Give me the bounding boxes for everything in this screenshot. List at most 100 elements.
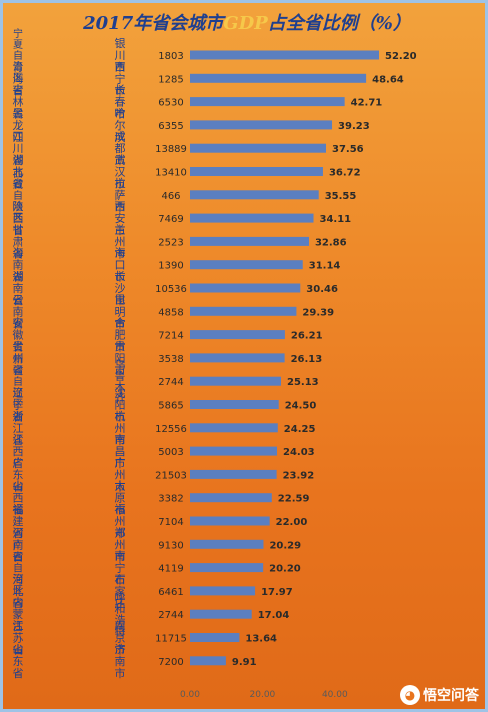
bar xyxy=(190,306,297,316)
gdp-label: 13410 xyxy=(155,168,187,179)
data-label: 48.64 xyxy=(372,74,404,85)
province-label: 辽宁省 xyxy=(13,387,24,424)
city-label: 沈阳市 xyxy=(115,386,126,424)
gdp-label: 1285 xyxy=(158,74,183,85)
city-label: 哈尔滨 xyxy=(115,107,126,144)
gdp-label: 9130 xyxy=(158,540,183,551)
province-label: 广西自治区 xyxy=(13,541,23,597)
gdp-label: 13889 xyxy=(155,144,187,155)
chart-title: 2017年省会城市GDP占全省比例（%） xyxy=(3,9,488,35)
gdp-label: 7104 xyxy=(158,517,183,528)
city-label: 呼和浩特 xyxy=(115,592,126,638)
gdp-label: 4858 xyxy=(158,307,183,318)
city-label: 合肥市 xyxy=(115,316,126,354)
province-label: 宁夏自治区 xyxy=(13,27,23,84)
data-label: 20.20 xyxy=(269,564,301,575)
gdp-label: 466 xyxy=(161,191,180,202)
bar xyxy=(190,609,252,619)
bar xyxy=(190,190,319,200)
bar xyxy=(190,143,326,153)
data-label: 42.71 xyxy=(351,98,383,109)
city-label: 石家庄 xyxy=(115,573,126,610)
x-tick-label: 20.00 xyxy=(250,690,276,700)
city-label: 昆明市 xyxy=(115,293,126,330)
city-label: 西宁市 xyxy=(115,60,126,97)
province-label: 青海省 xyxy=(13,60,24,97)
bar xyxy=(190,97,345,107)
title-gdp: GDP xyxy=(223,13,268,34)
data-label: 25.13 xyxy=(287,377,319,388)
bar xyxy=(190,516,270,526)
data-label: 17.97 xyxy=(261,587,293,598)
city-label: 西安市 xyxy=(115,200,126,237)
city-label: 南京市 xyxy=(115,620,126,657)
data-label: 17.04 xyxy=(258,610,290,621)
gdp-label: 3538 xyxy=(158,354,183,365)
data-label: 26.13 xyxy=(291,354,323,365)
city-label: 济南市 xyxy=(115,642,126,680)
city-label: 武汉市 xyxy=(115,154,126,191)
province-label: 江苏省 xyxy=(13,620,24,657)
city-label: 福州市 xyxy=(115,502,126,540)
bar xyxy=(190,493,272,503)
province-label: 陕西省 xyxy=(13,199,24,237)
gdp-label: 7214 xyxy=(158,331,183,342)
gdp-label: 10536 xyxy=(155,284,187,295)
province-label: 云南省 xyxy=(13,293,24,330)
city-label: 海口市 xyxy=(115,246,126,284)
city-label: 银川市 xyxy=(115,36,126,74)
data-label: 35.55 xyxy=(325,191,357,202)
data-label: 26.21 xyxy=(291,331,323,342)
province-label: 黑龙江 xyxy=(13,107,24,144)
bar xyxy=(190,469,277,479)
data-label: 23.92 xyxy=(283,470,315,481)
city-label: 太原市 xyxy=(115,480,126,517)
bar xyxy=(190,330,285,340)
watermark: ◕ 悟空问答 xyxy=(400,685,479,705)
city-label: 贵阳市 xyxy=(115,340,126,377)
data-label: 29.39 xyxy=(302,307,334,318)
gdp-label: 7200 xyxy=(158,657,183,668)
gdp-label: 3382 xyxy=(158,494,183,505)
bar xyxy=(190,260,303,270)
data-label: 9.91 xyxy=(232,657,257,668)
gdp-label: 7469 xyxy=(158,214,183,225)
data-label: 34.11 xyxy=(320,214,352,225)
province-label: 甘肃省 xyxy=(13,223,24,260)
data-label: 22.00 xyxy=(276,517,308,528)
province-label: 湖北省 xyxy=(13,154,24,191)
data-label: 32.86 xyxy=(315,237,347,248)
gdp-label: 2744 xyxy=(158,610,183,621)
data-label: 36.72 xyxy=(329,168,361,179)
gdp-label: 6461 xyxy=(158,587,183,598)
city-label: 南昌市 xyxy=(115,433,126,470)
city-label: 长春市 xyxy=(115,84,126,121)
data-label: 24.25 xyxy=(284,424,316,435)
bar xyxy=(190,563,264,573)
city-label: 拉萨市 xyxy=(115,176,126,214)
bar xyxy=(190,586,256,596)
gdp-label: 2523 xyxy=(158,237,183,248)
bar xyxy=(190,213,314,223)
city-label: 兰州市 xyxy=(115,223,126,260)
province-label: 河南省 xyxy=(13,526,24,563)
gdp-label: 1390 xyxy=(158,261,183,272)
x-tick-label: 40.00 xyxy=(322,690,348,700)
city-label: 郑州市 xyxy=(115,525,126,563)
bar xyxy=(190,73,367,83)
bar xyxy=(190,120,333,130)
bar xyxy=(190,656,226,666)
province-label: 广东省 xyxy=(13,456,24,493)
city-label: 乌鲁木齐 xyxy=(115,358,126,405)
watermark-text: 悟空问答 xyxy=(423,688,479,704)
bar xyxy=(190,353,285,363)
chat-bubble-icon: ◕ xyxy=(400,685,420,705)
bar xyxy=(190,283,301,293)
bar xyxy=(190,423,278,433)
data-label: 52.20 xyxy=(385,51,417,62)
bar xyxy=(190,236,309,246)
province-label: 内蒙古 xyxy=(13,595,24,633)
bar xyxy=(190,167,323,176)
gdp-label: 12556 xyxy=(155,424,187,435)
province-label: 安徽省 xyxy=(13,316,24,354)
